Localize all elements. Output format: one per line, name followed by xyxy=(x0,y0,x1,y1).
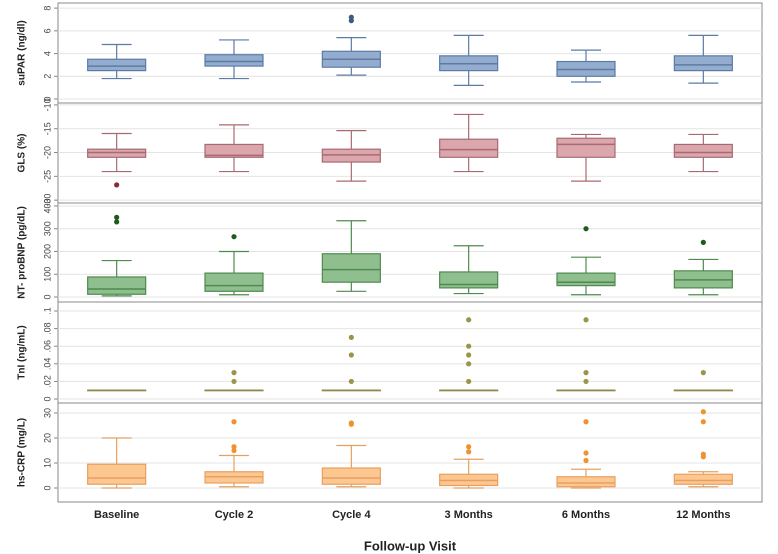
outlier xyxy=(231,378,237,385)
outlier xyxy=(231,234,237,240)
box xyxy=(87,463,147,485)
outlier xyxy=(466,352,472,358)
y-tick-label: 10 xyxy=(42,458,52,468)
y-tick-label: .02 xyxy=(42,375,52,388)
outlier xyxy=(583,370,589,376)
panel xyxy=(57,301,763,404)
outlier xyxy=(348,334,354,340)
outlier xyxy=(466,361,472,367)
box xyxy=(673,143,733,158)
outlier xyxy=(583,419,589,425)
box xyxy=(439,271,499,289)
box xyxy=(87,276,147,295)
y-tick-label: 2 xyxy=(42,74,52,79)
outlier xyxy=(583,457,589,464)
outlier xyxy=(700,451,706,457)
y-tick-label: -10 xyxy=(42,98,52,111)
outlier xyxy=(466,378,472,385)
outlier xyxy=(700,239,706,245)
box xyxy=(321,467,381,485)
box xyxy=(556,476,616,488)
y-tick-label: -15 xyxy=(42,122,52,135)
outlier xyxy=(231,447,237,454)
y-tick-label: 400 xyxy=(42,198,52,213)
y-axis-label: TnI (ng/mL) xyxy=(17,325,28,379)
outlier xyxy=(114,214,120,220)
x-tick-label: Cycle 4 xyxy=(332,509,371,521)
outlier xyxy=(231,444,237,450)
y-tick-label: 20 xyxy=(42,433,52,443)
outlier xyxy=(466,317,472,323)
y-tick-label: -30 xyxy=(42,194,52,207)
outlier xyxy=(231,370,237,376)
x-tick-label: Cycle 2 xyxy=(215,509,254,521)
y-tick-label: 200 xyxy=(42,244,52,259)
y-tick-label: .04 xyxy=(42,358,52,371)
box xyxy=(439,138,499,158)
y-tick-label: .1 xyxy=(42,307,52,315)
panel xyxy=(57,202,763,303)
outlier xyxy=(466,444,472,450)
box xyxy=(204,143,264,158)
box xyxy=(87,58,147,72)
y-tick-label: 30 xyxy=(42,408,52,418)
y-axis-label: GLS (%) xyxy=(17,134,28,173)
y-tick-label: 0 xyxy=(42,397,52,402)
y-tick-label: .08 xyxy=(42,322,52,335)
y-tick-label: 4 xyxy=(42,51,52,56)
panel xyxy=(57,402,763,503)
x-tick-label: Baseline xyxy=(94,509,139,521)
y-axis-label: hs-CRP (mg/L) xyxy=(17,418,28,487)
y-axis-label: NT- proBNP (pg/dL) xyxy=(17,206,28,299)
y-tick-label: -25 xyxy=(42,170,52,183)
x-tick-label: 6 Months xyxy=(562,509,610,521)
outlier xyxy=(700,370,706,376)
outlier xyxy=(583,317,589,323)
box xyxy=(321,253,381,283)
box xyxy=(556,137,616,158)
y-tick-label: 0 xyxy=(42,97,52,102)
box xyxy=(204,54,264,67)
outlier xyxy=(700,409,706,415)
y-tick-label: 100 xyxy=(42,267,52,282)
y-tick-label: -20 xyxy=(42,146,52,159)
outlier xyxy=(231,419,237,425)
box xyxy=(673,55,733,72)
y-tick-label: 8 xyxy=(42,6,52,11)
outlier xyxy=(348,352,354,358)
box xyxy=(556,272,616,287)
outlier xyxy=(348,420,354,426)
y-tick-label: .06 xyxy=(42,340,52,353)
outlier xyxy=(583,450,589,456)
outlier xyxy=(114,182,120,188)
outlier xyxy=(583,378,589,385)
outlier xyxy=(700,419,706,425)
panel xyxy=(57,2,763,104)
outlier xyxy=(348,14,354,20)
box xyxy=(673,473,733,485)
y-tick-label: 0 xyxy=(42,485,52,490)
x-axis-label: Follow-up Visit xyxy=(364,538,457,553)
outlier xyxy=(583,226,589,232)
outlier xyxy=(114,219,120,225)
x-tick-label: 12 Months xyxy=(676,509,730,521)
outlier xyxy=(466,449,472,455)
outlier xyxy=(466,343,472,349)
outlier xyxy=(348,378,354,385)
box xyxy=(204,272,264,292)
y-tick-label: 6 xyxy=(42,28,52,33)
y-axis-label: suPAR (ng/dl) xyxy=(17,20,28,85)
y-tick-label: 300 xyxy=(42,221,52,236)
y-tick-label: 0 xyxy=(42,294,52,299)
x-tick-label: 3 Months xyxy=(445,509,493,521)
